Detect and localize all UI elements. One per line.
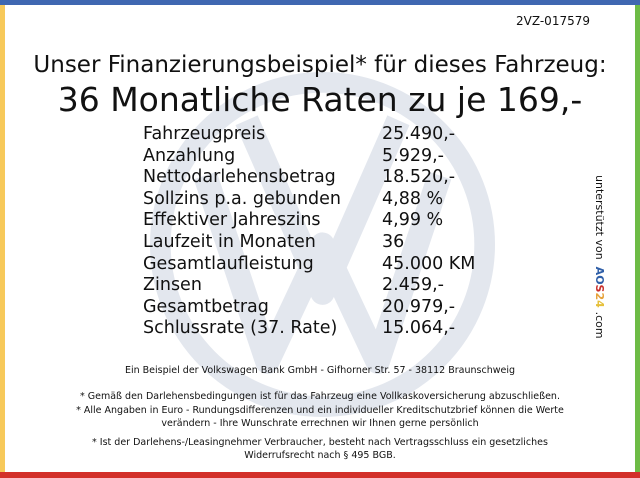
row-label: Gesamtbetrag (143, 296, 269, 317)
row-label: Nettodarlehensbetrag (143, 167, 336, 188)
note-1: * Gemäß den Darlehensbedingungen ist für… (80, 391, 560, 402)
left-border (0, 5, 5, 472)
top-border (0, 0, 640, 5)
row-label: Anzahlung (143, 145, 236, 166)
vehicle-code: 2VZ-017579 (516, 14, 590, 28)
row-value: 4,99 % (382, 210, 444, 231)
row-value: 20.979,- (382, 296, 456, 317)
bank-info: Ein Beispiel der Volkswagen Bank GmbH - … (124, 365, 515, 376)
row-value: 36 (382, 231, 405, 252)
row-value: 4,88 % (382, 188, 444, 209)
row-value: 25.490,- (382, 124, 456, 144)
row-value: 18.520,- (382, 167, 456, 188)
table-row: Anzahlung 5.929,- (143, 146, 475, 168)
table-row: Gesamtlaufleistung 45.000 KM (143, 254, 475, 276)
table-row: Zinsen 2.459,- (143, 275, 475, 297)
note-2-cont: verändern - Ihre Wunschrate errechnen wi… (161, 418, 479, 429)
row-label: Sollzins p.a. gebunden (143, 188, 342, 209)
row-label: Gesamtlaufleistung (143, 253, 314, 274)
bottom-border (0, 472, 640, 478)
row-label: Fahrzeugpreis (143, 124, 266, 144)
vw-logo-watermark-icon (150, 72, 495, 417)
row-label: Laufzeit in Monaten (143, 231, 316, 252)
row-label: Zinsen (143, 275, 202, 296)
table-row: Nettodarlehensbetrag 18.520,- (143, 167, 475, 189)
table-row: Effektiver Jahreszins 4,99 % (143, 210, 475, 232)
note-2: * Alle Angaben in Euro - Rundungsdiffere… (76, 405, 564, 416)
row-value: 2.459,- (382, 275, 444, 296)
table-row: Fahrzeugpreis 25.490,- (143, 124, 475, 146)
row-value: 45.000 KM (382, 253, 476, 274)
row-label: Schlussrate (37. Rate) (143, 318, 338, 339)
row-label: Effektiver Jahreszins (143, 210, 321, 231)
table-row: Gesamtbetrag 20.979,- (143, 297, 475, 319)
table-row: Schlussrate (37. Rate) 15.064,- (143, 318, 475, 340)
table-row: Sollzins p.a. gebunden 4,88 % (143, 189, 475, 211)
right-border (635, 5, 640, 472)
note-3-cont: Widerrufsrecht nach § 495 BGB. (244, 450, 396, 461)
monthly-rate-headline: 36 Monatliche Raten zu je 169,- (57, 80, 583, 119)
headline: Unser Finanzierungsbeispiel* für dieses … (33, 52, 607, 78)
note-3: * Ist der Darlehens-/Leasingnehmer Verbr… (92, 437, 548, 448)
table-row: Laufzeit in Monaten 36 (143, 232, 475, 254)
aos24-logo: AOS24 (593, 266, 606, 308)
row-value: 15.064,- (382, 318, 456, 339)
supported-by: unterstützt von AOS24 .com (593, 175, 606, 339)
financing-table: Fahrzeugpreis 25.490,- Anzahlung 5.929,- Net… (143, 124, 475, 340)
row-value: 5.929,- (382, 145, 444, 166)
